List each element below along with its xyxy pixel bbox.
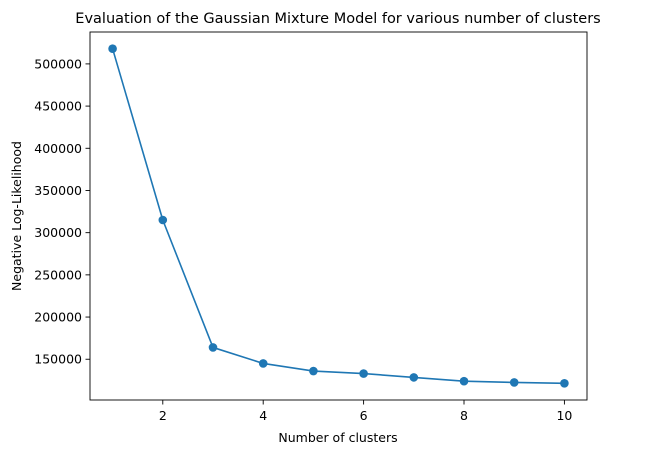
plot-area (90, 32, 587, 400)
x-axis-ticks: 2 4 6 8 10 (159, 400, 572, 423)
series-layer (108, 44, 569, 388)
x-tick-label: 10 (556, 408, 572, 423)
data-point (509, 378, 519, 387)
x-tick-label: 8 (460, 408, 468, 423)
y-tick-label: 250000 (34, 267, 82, 282)
data-point (309, 366, 318, 376)
y-tick-label: 300000 (34, 225, 82, 240)
y-tick-label: 350000 (34, 183, 82, 198)
series-line (111, 48, 565, 385)
chart-title: Evaluation of the Gaussian Mixture Model… (75, 11, 600, 27)
y-tick-label: 200000 (34, 310, 82, 325)
y-axis-label: Negative Log-Likelihood (9, 141, 24, 291)
y-axis-ticks: 150000 200000 250000 300000 350000 400000 4500… (34, 56, 90, 367)
data-point (359, 369, 368, 378)
data-point (409, 373, 419, 382)
x-tick-label: 2 (159, 408, 167, 423)
y-tick-label: 400000 (34, 141, 82, 156)
x-tick-label: 4 (259, 408, 267, 423)
x-axis-label: Number of clusters (278, 430, 397, 445)
data-point (459, 376, 469, 386)
data-point (158, 215, 168, 225)
plot-frame (89, 31, 588, 401)
data-point (258, 359, 268, 368)
y-tick-label: 150000 (34, 352, 82, 367)
y-tick-label: 500000 (34, 56, 82, 71)
data-point (208, 343, 218, 352)
y-tick-label: 450000 (34, 99, 82, 114)
x-tick-label: 6 (360, 408, 368, 423)
data-point (108, 44, 117, 54)
data-point (560, 378, 569, 388)
